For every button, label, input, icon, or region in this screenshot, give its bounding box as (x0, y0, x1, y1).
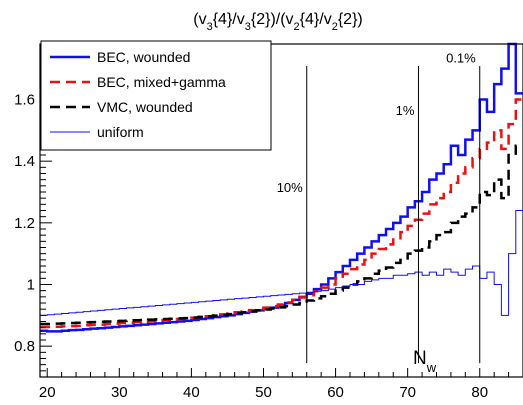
y-tick-label: 1.6 (14, 92, 35, 109)
x-tick-label: 30 (111, 384, 128, 401)
series-line-1 (40, 98, 523, 329)
x-tick-label: 60 (327, 384, 344, 401)
legend-label: uniform (97, 124, 144, 140)
x-tick-label: 70 (399, 384, 416, 401)
legend-label: BEC, mixed+gamma (97, 74, 226, 90)
annotation-layer: 10% 1% 0.1% (277, 51, 481, 364)
y-tick-label: 1.4 (14, 153, 35, 170)
x-tick-label: 80 (471, 384, 488, 401)
legend-label: BEC, wounded (97, 49, 190, 65)
x-tick-label: 20 (39, 384, 56, 401)
x-tick-label: 50 (255, 384, 272, 401)
centrality-label-1: 1% (396, 103, 415, 118)
chart-title: (v3{4}/v3{2})/(v2{4}/v2{2}) (193, 11, 363, 33)
centrality-label-0: 10% (277, 180, 303, 195)
x-axis-label: Nw (413, 348, 437, 375)
y-tick-label: 1.2 (14, 215, 35, 232)
centrality-label-2: 0.1% (446, 51, 476, 66)
axis-layer: 20 30 40 50 60 70 80 0.8 1 1.2 1.4 1.6 (14, 43, 523, 401)
y-tick-label: 1 (27, 277, 35, 294)
x-tick-label: 40 (183, 384, 200, 401)
series-layer (40, 42, 523, 333)
legend: BEC, wounded BEC, mixed+gamma VMC, wounded… (40, 40, 272, 151)
series-line-3 (40, 210, 523, 316)
y-tick-label: 0.8 (14, 338, 35, 355)
series-line-2 (40, 144, 523, 326)
legend-label: VMC, wounded (97, 99, 193, 115)
